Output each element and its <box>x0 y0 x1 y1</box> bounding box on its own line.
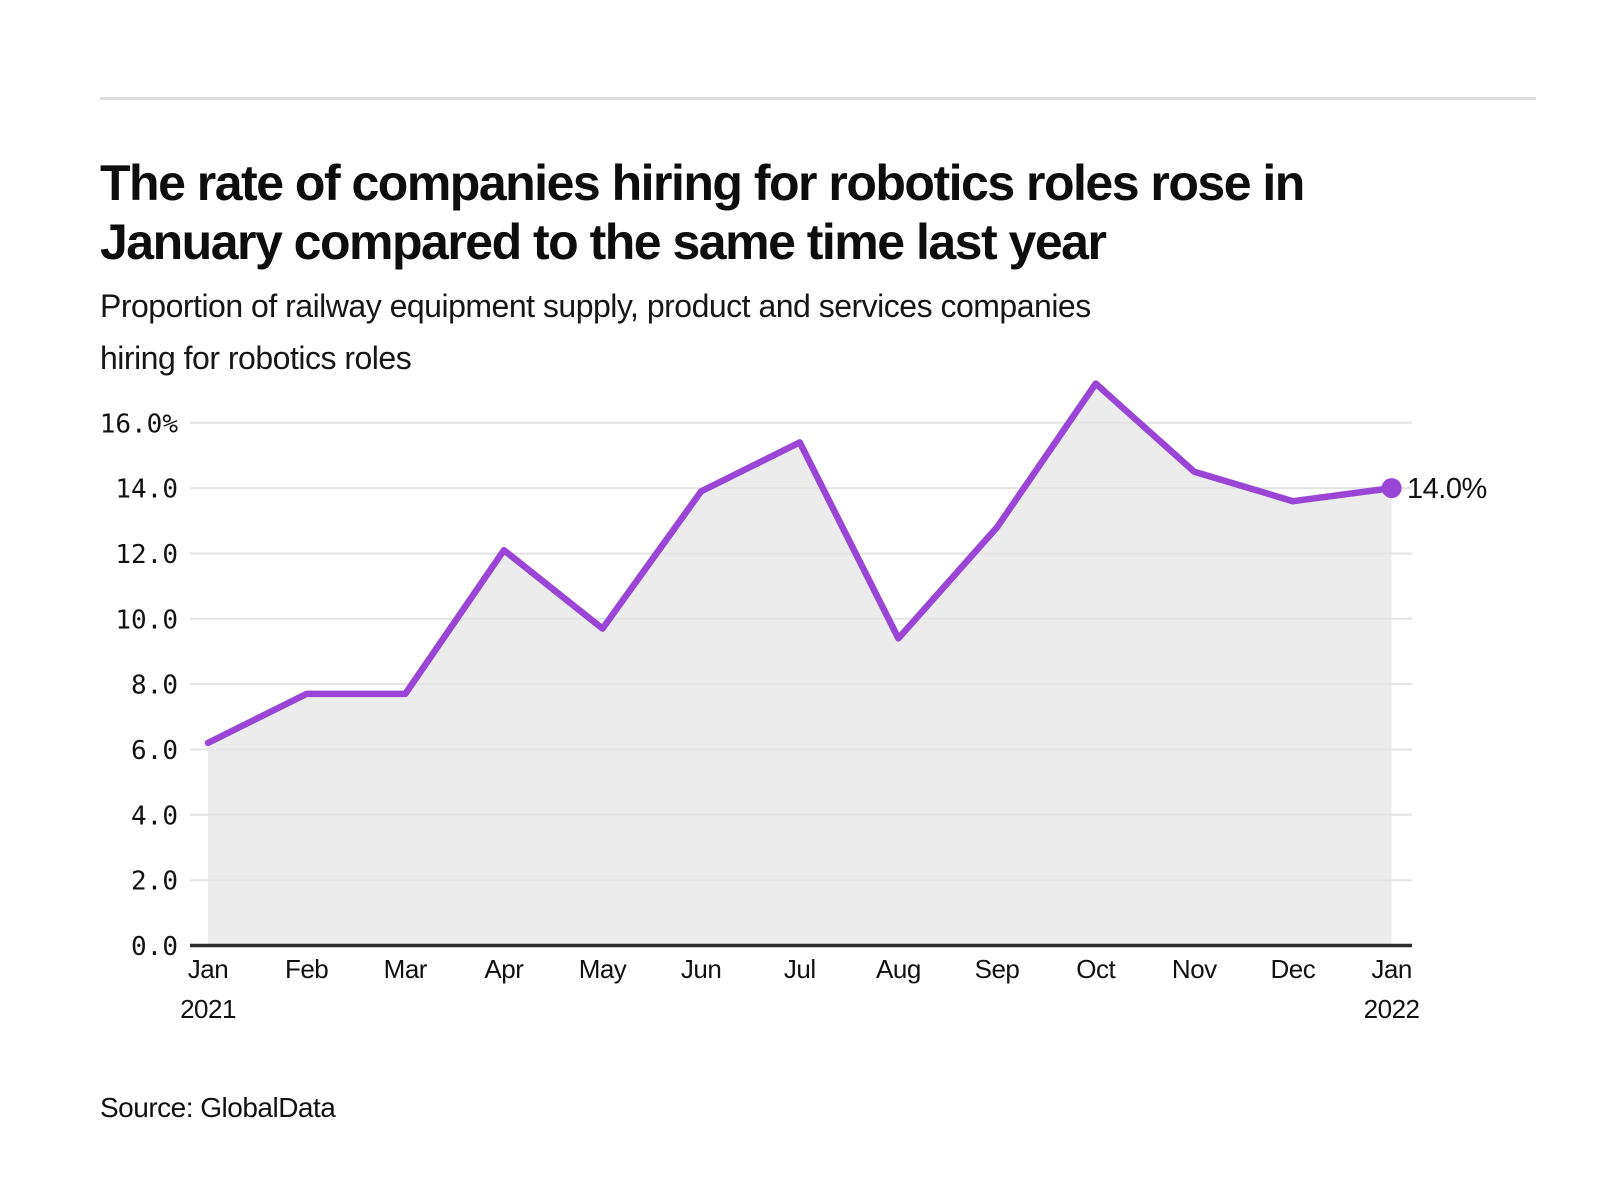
chart-subtitle-line-1: Proportion of railway equipment supply, … <box>100 288 1091 324</box>
x-axis-year-label: 2021 <box>180 994 236 1024</box>
x-axis-tick-label: Nov <box>1172 954 1217 984</box>
page-title-line-2: January compared to the same time last y… <box>100 213 1107 270</box>
source-attribution: Source: GlobalData <box>100 1092 336 1123</box>
x-axis-tick-label: Jan <box>1371 954 1411 984</box>
y-axis-tick-label: 8.0 <box>131 671 178 701</box>
x-axis-tick-label: Aug <box>876 954 921 984</box>
end-point-marker <box>1381 478 1402 499</box>
data-line <box>204 380 1395 747</box>
top-divider <box>100 97 1536 100</box>
end-point-value-label: 14.0% <box>1407 473 1487 505</box>
y-axis-tick-label: 10.0 <box>115 605 178 635</box>
page-title-line-1: The rate of companies hiring for robotic… <box>100 154 1305 211</box>
x-axis-year-label: 2022 <box>1364 994 1420 1024</box>
y-axis-tick-label: 6.0 <box>131 736 178 766</box>
y-axis-tick-label: 12.0 <box>115 540 178 570</box>
area-fill <box>208 383 1392 945</box>
x-axis-tick-label: Jun <box>681 954 721 984</box>
chart-subtitle: Proportion of railway equipment supply, … <box>100 280 1500 384</box>
x-axis-tick-label: Jul <box>784 954 816 984</box>
y-axis-tick-label: 14.0 <box>115 475 178 505</box>
y-axis-tick-label: 0.0 <box>131 932 178 962</box>
page-title: The rate of companies hiring for robotic… <box>100 154 1500 272</box>
y-axis-tick-label: 2.0 <box>131 867 178 897</box>
x-axis-tick-label: Jan <box>188 954 228 984</box>
x-axis-tick-label: Dec <box>1271 954 1316 984</box>
x-axis-tick-label: Feb <box>285 954 328 984</box>
x-axis-tick-label: Apr <box>484 954 524 984</box>
y-axis-tick-label: 4.0 <box>131 801 178 831</box>
x-axis-tick-label: Mar <box>384 954 428 984</box>
x-axis-tick-label: Sep <box>975 954 1020 984</box>
x-axis-tick-label: Oct <box>1076 954 1116 984</box>
y-axis-tick-label: 16.0% <box>100 409 179 439</box>
chart-subtitle-line-2: hiring for robotics roles <box>100 340 412 376</box>
x-axis-tick-label: May <box>579 954 627 984</box>
